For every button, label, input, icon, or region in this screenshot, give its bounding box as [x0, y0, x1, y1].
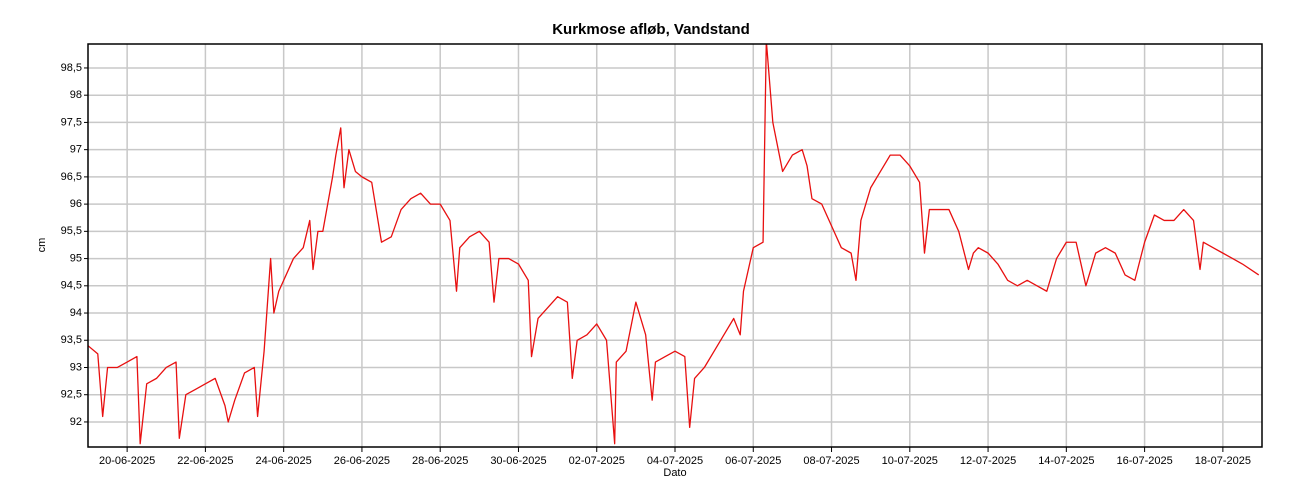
x-tick-label: 20-06-2025	[99, 455, 155, 467]
y-tick-label: 92,5	[61, 389, 82, 401]
y-tick-label: 92	[70, 416, 82, 428]
y-tick-label: 97	[70, 144, 82, 156]
x-tick-label: 12-07-2025	[960, 455, 1016, 467]
chart-title: Kurkmose afløb, Vandstand	[552, 21, 750, 38]
x-axis-label: Dato	[663, 467, 686, 479]
y-tick-label: 96	[70, 198, 82, 210]
x-tick-label: 28-06-2025	[412, 455, 468, 467]
x-tick-label: 06-07-2025	[725, 455, 781, 467]
y-tick-label: 96,5	[61, 171, 82, 183]
x-tick-label: 10-07-2025	[882, 455, 938, 467]
x-tick-label: 04-07-2025	[647, 455, 703, 467]
x-tick-label: 30-06-2025	[490, 455, 546, 467]
y-tick-label: 98,5	[61, 62, 82, 74]
y-tick-label: 98	[70, 89, 82, 101]
y-tick-label: 95,5	[61, 225, 82, 237]
x-tick-label: 02-07-2025	[569, 455, 625, 467]
y-tick-label: 95	[70, 252, 82, 264]
y-axis-label: cm	[36, 238, 48, 253]
y-tick-label: 93	[70, 361, 82, 373]
y-tick-label: 97,5	[61, 116, 82, 128]
y-tick-label: 94	[70, 307, 82, 319]
y-tick-label: 93,5	[61, 334, 82, 346]
x-tick-label: 14-07-2025	[1038, 455, 1094, 467]
x-tick-label: 26-06-2025	[334, 455, 390, 467]
data-line	[88, 44, 1260, 445]
y-tick-label: 94,5	[61, 280, 82, 292]
grid	[88, 44, 1262, 447]
x-tick-label: 22-06-2025	[177, 455, 233, 467]
plot-area	[88, 44, 1260, 445]
x-tick-label: 24-06-2025	[256, 455, 312, 467]
x-tick-label: 08-07-2025	[803, 455, 859, 467]
x-tick-label: 16-07-2025	[1116, 455, 1172, 467]
x-tick-label: 18-07-2025	[1195, 455, 1251, 467]
